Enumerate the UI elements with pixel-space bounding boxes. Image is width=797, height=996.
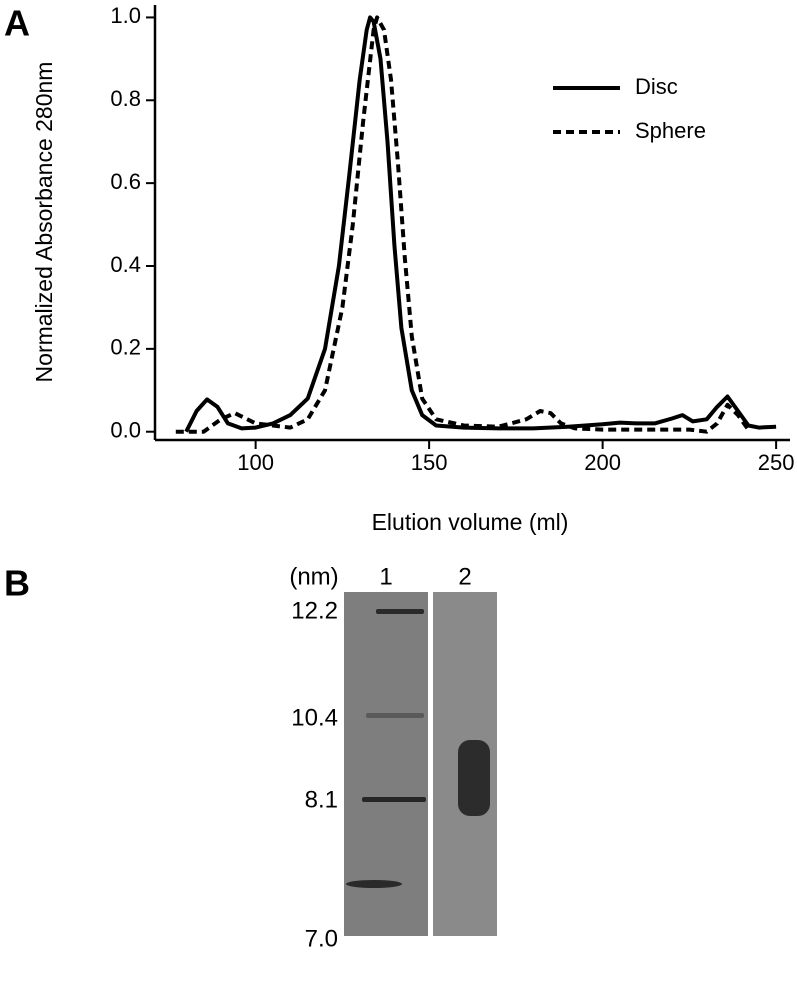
legend-label: Sphere — [635, 118, 706, 143]
marker-label: 8.1 — [305, 786, 338, 813]
y-axis-label: Normalized Absorbance 280nm — [31, 62, 57, 383]
y-tick-label: 0.2 — [110, 335, 141, 360]
gel-band — [346, 880, 402, 888]
marker-label: 10.4 — [291, 704, 338, 731]
panel-label: A — [4, 3, 30, 44]
x-tick-label: 150 — [411, 450, 448, 475]
gel-unit: (nm) — [289, 563, 338, 590]
marker-label: 7.0 — [305, 925, 338, 952]
gel-smear — [458, 740, 490, 816]
x-tick-label: 100 — [237, 450, 274, 475]
x-tick-label: 200 — [584, 450, 621, 475]
y-tick-label: 0.4 — [110, 252, 141, 277]
y-tick-label: 1.0 — [110, 3, 141, 28]
panel-label: B — [4, 563, 30, 604]
legend-label: Disc — [635, 74, 678, 99]
y-tick-label: 0.6 — [110, 169, 141, 194]
y-tick-label: 0.0 — [110, 418, 141, 443]
gel-band — [362, 797, 426, 802]
gel-lane — [344, 592, 428, 936]
x-tick-label: 250 — [758, 450, 795, 475]
lane-label: 2 — [458, 563, 471, 590]
marker-label: 12.2 — [291, 597, 338, 624]
x-axis-label: Elution volume (ml) — [372, 509, 569, 535]
data-line — [184, 15, 777, 433]
data-line — [175, 15, 751, 434]
gel-band — [376, 609, 424, 614]
lane-label: 1 — [379, 563, 392, 590]
gel-band — [366, 713, 424, 718]
y-tick-label: 0.8 — [110, 86, 141, 111]
